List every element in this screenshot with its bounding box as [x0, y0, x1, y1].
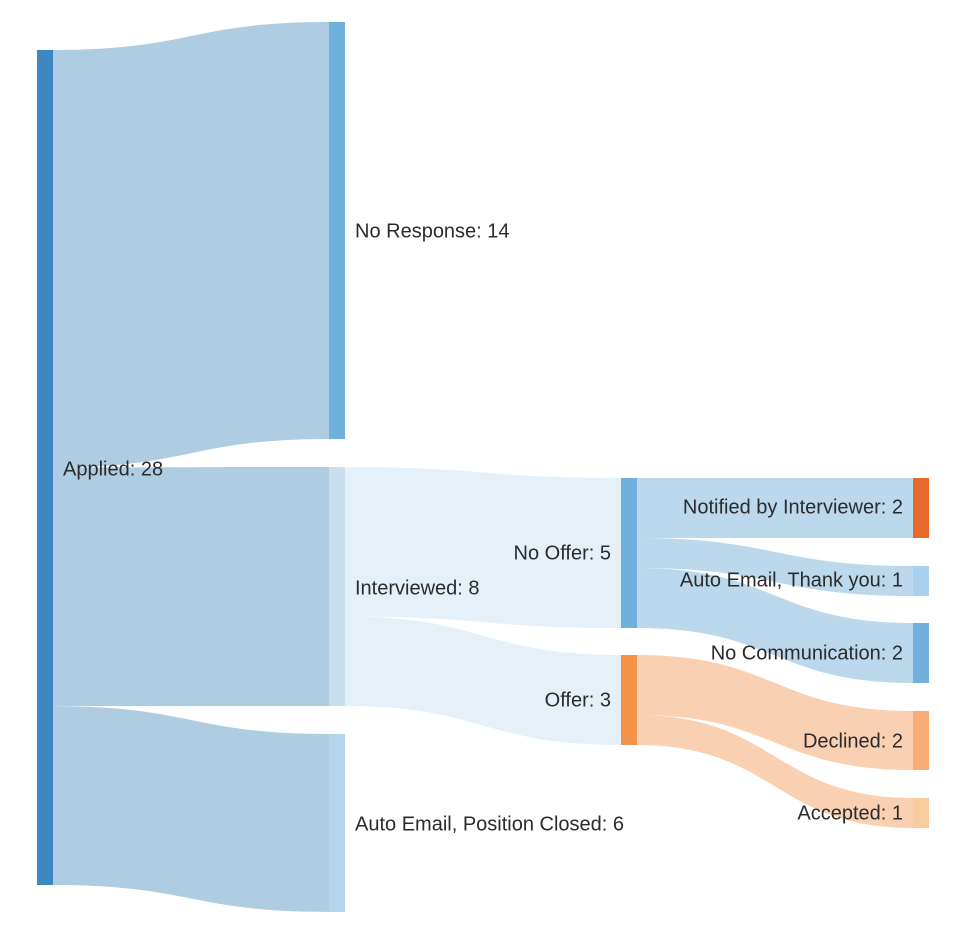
node-label-no-response: No Response: 14	[355, 220, 510, 242]
node-label-notified: Notified by Interviewer: 2	[683, 496, 903, 518]
node-label-auto-closed: Auto Email, Position Closed: 6	[355, 813, 624, 835]
node-notified	[913, 478, 929, 538]
node-thank-you	[913, 566, 929, 596]
sankey-links	[53, 22, 913, 912]
sankey-labels: Applied: 28 No Response: 14 Interviewed: 8…	[63, 220, 903, 835]
node-offer	[621, 655, 637, 745]
node-accepted	[913, 798, 929, 828]
link-no_offer-to-no_comm	[637, 568, 913, 683]
node-no-comm	[913, 623, 929, 683]
node-interviewed	[329, 467, 345, 706]
node-label-no-offer: No Offer: 5	[514, 542, 611, 564]
link-offer-to-declined	[637, 655, 913, 770]
link-applied-to-interviewed	[53, 467, 329, 707]
link-applied-to-auto_closed	[53, 706, 329, 912]
link-applied-to-no_response	[53, 22, 329, 468]
node-label-no-comm: No Communication: 2	[711, 642, 903, 664]
node-label-accepted: Accepted: 1	[797, 802, 903, 824]
link-interviewed-to-no_offer	[345, 467, 621, 628]
node-no-offer	[621, 478, 637, 628]
node-label-applied: Applied: 28	[63, 458, 163, 480]
link-offer-to-accepted	[637, 715, 913, 828]
node-auto-closed	[329, 734, 345, 912]
link-no_offer-to-thank_you	[637, 538, 913, 596]
link-interviewed-to-offer	[345, 616, 621, 745]
node-no-response	[329, 22, 345, 439]
node-label-declined: Declined: 2	[803, 730, 903, 752]
node-label-offer: Offer: 3	[545, 689, 611, 711]
node-label-thank-you: Auto Email, Thank you: 1	[680, 569, 903, 591]
node-label-interviewed: Interviewed: 8	[355, 577, 480, 599]
sankey-nodes	[37, 22, 929, 912]
node-applied	[37, 50, 53, 885]
node-declined	[913, 711, 929, 770]
link-no_offer-to-notified	[637, 478, 913, 538]
